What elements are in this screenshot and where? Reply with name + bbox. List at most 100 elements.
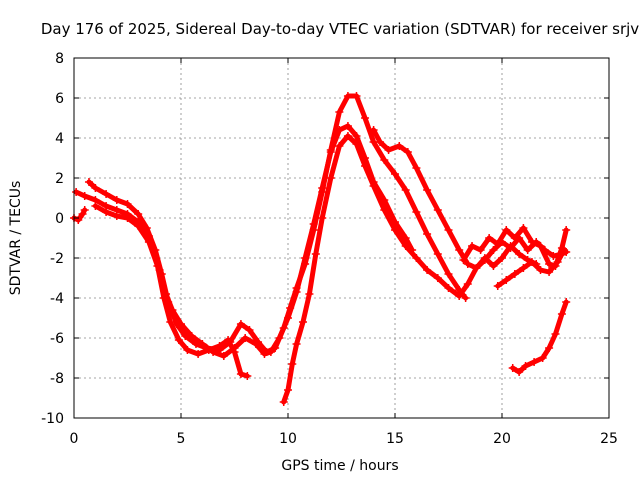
- data-point: [380, 156, 389, 164]
- data-point: [241, 334, 250, 342]
- data-point: [551, 330, 560, 338]
- data-point: [191, 340, 200, 348]
- y-tick-label: 8: [55, 51, 64, 67]
- data-point: [318, 214, 327, 222]
- data-point: [489, 262, 498, 270]
- data-point: [545, 268, 554, 276]
- data-point: [468, 242, 477, 250]
- data-point: [91, 184, 100, 192]
- data-point: [502, 276, 511, 284]
- data-point: [423, 230, 432, 238]
- data-point: [423, 266, 432, 274]
- data-point: [292, 340, 301, 348]
- data-point: [485, 234, 494, 242]
- grid: [74, 58, 609, 418]
- data-point: [123, 200, 132, 208]
- data-point: [545, 344, 554, 352]
- data-point: [183, 346, 192, 354]
- series-track-5: [279, 132, 541, 406]
- data-point: [284, 386, 292, 394]
- data-point: [361, 162, 370, 170]
- x-tick-label: 0: [70, 431, 79, 447]
- data-point: [562, 226, 571, 234]
- data-point: [335, 142, 344, 150]
- data-point: [380, 206, 389, 214]
- data-point: [401, 242, 410, 250]
- data-point: [527, 258, 536, 266]
- data-point: [318, 188, 327, 196]
- data-point: [412, 254, 421, 262]
- data-point: [123, 214, 132, 222]
- data-point: [194, 350, 203, 358]
- series-track-4: [70, 206, 89, 224]
- data-point: [352, 92, 361, 100]
- x-tick-label: 5: [177, 431, 186, 447]
- data-point: [502, 226, 511, 234]
- data-point: [463, 280, 472, 288]
- data-point: [181, 332, 190, 340]
- data-point: [102, 190, 111, 198]
- data-point: [74, 216, 83, 224]
- data-point: [144, 238, 153, 246]
- series-track-9: [508, 298, 571, 376]
- data-point: [455, 246, 464, 254]
- data-point: [455, 292, 464, 300]
- data-point: [545, 260, 554, 268]
- y-tick-label: -2: [50, 251, 64, 267]
- series-track-3: [91, 202, 252, 380]
- data-point: [433, 250, 442, 258]
- data-point: [510, 270, 519, 278]
- data-point: [369, 182, 378, 190]
- data-point: [506, 244, 515, 252]
- data-point: [102, 208, 111, 216]
- data-point: [262, 348, 271, 356]
- y-tick-label: 2: [55, 171, 64, 187]
- data-point: [519, 224, 528, 232]
- data-point: [236, 370, 245, 378]
- data-point: [433, 206, 442, 214]
- series-band: [71, 207, 88, 223]
- data-point: [444, 226, 453, 234]
- y-tick-label: -8: [50, 371, 64, 387]
- data-point: [472, 264, 481, 272]
- data-point: [384, 146, 393, 154]
- data-point: [230, 348, 239, 356]
- data-point: [553, 258, 562, 266]
- data-point: [311, 250, 320, 258]
- data-point: [395, 142, 404, 150]
- data-point: [557, 310, 566, 318]
- data-point: [549, 252, 558, 260]
- data-point: [286, 304, 295, 312]
- y-tick-label: 4: [55, 131, 64, 147]
- data-point: [343, 122, 352, 130]
- data-point: [412, 164, 421, 172]
- data-point: [112, 212, 121, 220]
- data-point: [510, 234, 519, 242]
- data-point: [271, 344, 280, 352]
- data-point: [403, 148, 412, 156]
- data-point: [527, 238, 536, 246]
- data-point: [112, 196, 121, 204]
- data-point: [326, 146, 335, 154]
- data-point: [134, 210, 143, 218]
- data-point: [215, 342, 224, 350]
- axis-ticks: 0 5 10 15 20 25 -10 -8 -6 -4 -2 0 2 4 6 8: [41, 51, 618, 447]
- data-point: [361, 114, 370, 122]
- data-point: [560, 246, 569, 254]
- data-point: [254, 338, 263, 346]
- data-point: [412, 208, 421, 216]
- data-point: [519, 264, 528, 272]
- data-point: [301, 260, 310, 268]
- data-point: [172, 320, 181, 328]
- data-point: [530, 358, 539, 366]
- data-point: [433, 274, 442, 282]
- data-point: [288, 360, 297, 368]
- data-point: [461, 294, 470, 302]
- data-point: [562, 298, 571, 306]
- data-point: [279, 398, 288, 406]
- data-point: [80, 192, 89, 200]
- data-point: [335, 108, 344, 116]
- y-tick-label: 6: [55, 91, 64, 107]
- data-point: [352, 140, 361, 148]
- data-point: [489, 246, 498, 254]
